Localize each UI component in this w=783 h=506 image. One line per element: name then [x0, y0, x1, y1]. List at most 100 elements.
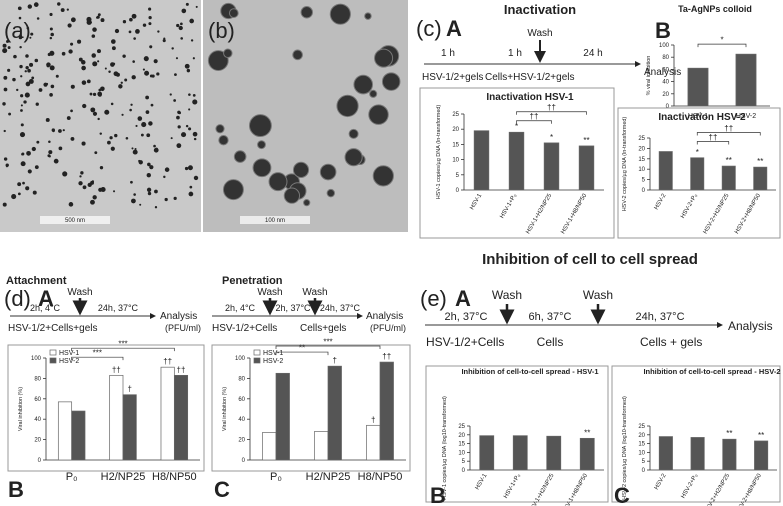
particle [21, 152, 25, 156]
particle [26, 150, 31, 156]
bar [546, 435, 562, 471]
panel-label: B [8, 477, 24, 502]
y-tick-label: 100 [659, 43, 670, 49]
particle [163, 175, 166, 179]
particle [5, 165, 8, 168]
particle [149, 165, 154, 170]
particle [192, 93, 196, 97]
bar [735, 53, 757, 107]
particle [112, 62, 116, 66]
particle [178, 25, 183, 31]
particle [58, 146, 63, 151]
y-tick-label: 60 [34, 397, 41, 403]
panel-label: (a) [4, 18, 31, 43]
particle [92, 92, 97, 96]
particle [132, 149, 138, 155]
particle [110, 102, 114, 106]
particle [67, 23, 72, 28]
particle [49, 27, 53, 31]
bar [479, 435, 495, 471]
particle [141, 122, 147, 128]
bar [160, 366, 175, 461]
section-title: Attachment [6, 275, 67, 287]
particle [148, 7, 152, 11]
particle [29, 62, 34, 67]
significance-bracket [516, 120, 552, 124]
particle [174, 73, 177, 77]
particle [150, 103, 154, 107]
particle [16, 88, 19, 92]
particle [20, 109, 23, 112]
bracket-label: ** [299, 344, 305, 353]
particle [25, 81, 31, 87]
particle [268, 172, 288, 192]
particle [188, 191, 194, 197]
particle [188, 108, 191, 111]
x-tick-label: HSV-1 [688, 113, 708, 120]
particle [48, 150, 53, 155]
particle [111, 46, 116, 51]
particle [33, 2, 39, 7]
particle [108, 70, 111, 73]
particle [139, 203, 142, 206]
bracket-label: †† [709, 133, 718, 142]
legend-label: HSV-1 [263, 350, 283, 357]
bar [754, 440, 769, 471]
particle [170, 137, 173, 140]
significance-bracket [71, 347, 175, 352]
particle [146, 133, 151, 138]
particle [336, 94, 359, 118]
legend-label: HSV-2 [263, 358, 283, 365]
y-tick-label: 5 [462, 459, 466, 465]
particle [62, 171, 68, 177]
particle [49, 36, 53, 40]
panel-label: B [430, 483, 446, 506]
x-tick-label: HSV-1+P₀ [499, 193, 518, 220]
y-axis-label: Viral inhibition (%) [222, 387, 228, 431]
particle [164, 197, 168, 202]
bar [690, 157, 705, 191]
particle [185, 124, 189, 128]
particle [53, 158, 59, 164]
significance-label: ** [726, 429, 732, 438]
timeline-step: 2h, 4°C [30, 303, 61, 313]
particle [50, 32, 54, 37]
particle [87, 182, 92, 188]
bar [275, 372, 290, 461]
particle [128, 30, 132, 34]
y-tick-label: 80 [238, 376, 245, 382]
particle [122, 54, 126, 58]
particle [292, 161, 310, 178]
particle [138, 160, 143, 165]
bar [71, 410, 86, 461]
particle [60, 8, 65, 13]
particle [17, 182, 22, 187]
particle [70, 42, 74, 46]
particle [149, 74, 153, 78]
particle [156, 72, 160, 76]
particle [24, 70, 27, 73]
y-tick-label: 5 [642, 178, 646, 184]
chart-box [611, 365, 781, 503]
bar [379, 361, 394, 461]
particle [91, 180, 95, 183]
particle [148, 16, 152, 20]
particle [192, 57, 195, 60]
wash-label: Wash [67, 287, 92, 298]
particle [193, 175, 199, 181]
particle [81, 65, 86, 71]
particle [110, 39, 116, 44]
particle [353, 74, 374, 95]
timeline-label: Analysis [160, 311, 197, 322]
particle [154, 206, 158, 209]
particle [62, 129, 65, 132]
bar [512, 435, 528, 471]
y-tick-label: 15 [458, 442, 465, 448]
scale-box [240, 216, 310, 224]
particle [26, 26, 30, 30]
timeline-step: 2h, 4°C [225, 303, 256, 313]
bar [658, 436, 673, 471]
chart-box [211, 344, 411, 472]
particle [187, 165, 193, 171]
panel-label: B [655, 18, 671, 43]
